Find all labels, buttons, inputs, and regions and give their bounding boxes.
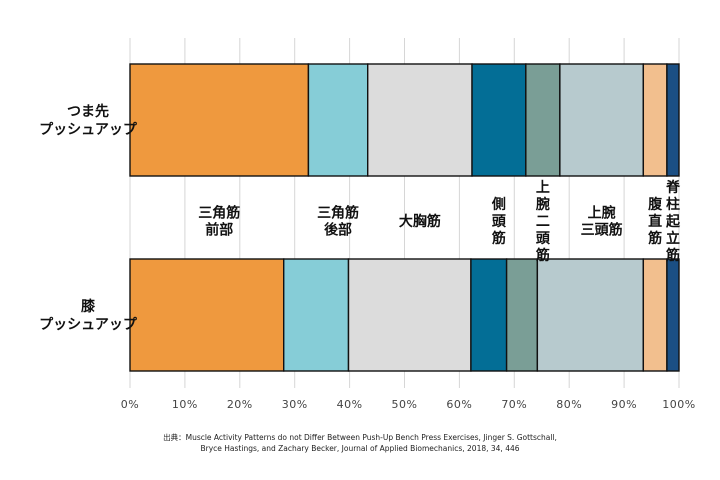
segment-label: 筋 (536, 247, 550, 264)
segment-label: 起 (665, 213, 681, 230)
x-tick-label: 20% (227, 398, 253, 411)
bar-segment (666, 63, 680, 177)
bar-segment (470, 258, 508, 372)
x-tick-label: 10% (172, 398, 198, 411)
x-tick-label: 50% (392, 398, 418, 411)
bar-segment (642, 258, 668, 372)
x-tick-label: 100% (662, 398, 695, 411)
segment-label: 三角筋 (198, 205, 240, 222)
bar-segment (559, 63, 645, 177)
bar-segment (471, 63, 527, 177)
source-line-2: Bryce Hastings, and Zachary Becker, Jour… (200, 444, 520, 453)
source-citation: 出典：Muscle Activity Patterns do not Diffe… (0, 432, 720, 454)
segment-label: 筋 (648, 230, 662, 247)
segment-label: 側 (491, 196, 506, 213)
category-label: つま先 (67, 103, 109, 120)
segment-label: 腹 (648, 196, 663, 213)
segment-label: 柱 (666, 196, 680, 213)
segment-label: 立 (666, 230, 680, 247)
bar-segment (536, 258, 645, 372)
bar-segment (347, 258, 472, 372)
segment-label: 直 (648, 213, 662, 230)
bar-segment (367, 63, 473, 177)
x-tick-label: 40% (337, 398, 363, 411)
segment-label: 上腕 (588, 205, 616, 222)
segment-label: 筋 (492, 230, 506, 247)
segment-label: 後部 (324, 222, 352, 239)
source-line-1: 出典：Muscle Activity Patterns do not Diffe… (163, 433, 557, 442)
x-tick-label: 80% (556, 398, 582, 411)
bar-segment (129, 63, 310, 177)
segment-label: 筋 (666, 247, 680, 264)
segment-label: 大胸筋 (399, 213, 441, 230)
segment-label: 前部 (205, 222, 233, 239)
x-tick-label: 60% (446, 398, 472, 411)
x-tick-label: 30% (282, 398, 308, 411)
category-label: プッシュアップ (39, 122, 138, 138)
bar-segment (666, 258, 680, 372)
bar-segment (525, 63, 561, 177)
category-label: プッシュアップ (39, 317, 138, 333)
segment-label: 腕 (536, 196, 550, 213)
segment-label: 上 (536, 180, 550, 196)
x-tick-label: 90% (611, 398, 637, 411)
bar-segment (642, 63, 668, 177)
segment-label: 三頭筋 (581, 222, 623, 239)
bar-segment (307, 63, 369, 177)
segment-label: 二 (536, 214, 550, 230)
segment-label: 三角筋 (317, 205, 359, 222)
segment-label: 脊 (665, 179, 681, 196)
bar-segment (505, 258, 539, 372)
segment-label: 頭 (492, 214, 507, 230)
x-tick-label: 70% (501, 398, 527, 411)
category-label: 膝 (81, 299, 96, 315)
bar-segment (283, 258, 350, 372)
segment-label: 頭 (536, 231, 551, 247)
bar-segment (129, 258, 285, 372)
x-tick-label: 0% (121, 398, 139, 411)
